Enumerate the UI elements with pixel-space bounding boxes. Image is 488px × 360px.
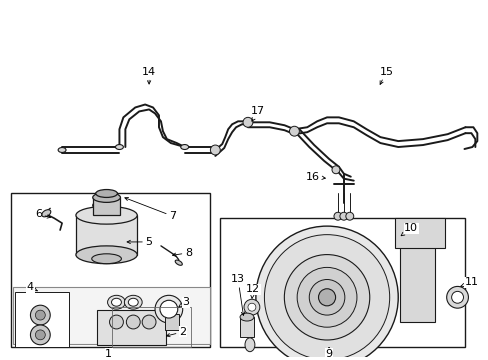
Text: 3: 3 (179, 297, 189, 307)
Ellipse shape (175, 260, 182, 265)
Circle shape (255, 226, 397, 360)
Bar (394, 218, 444, 248)
Circle shape (243, 117, 252, 127)
Circle shape (244, 299, 259, 315)
Circle shape (35, 310, 45, 320)
Circle shape (155, 295, 183, 323)
Bar (220, 218, 465, 347)
Ellipse shape (244, 338, 254, 352)
Text: 8: 8 (172, 248, 192, 258)
Bar (399, 243, 434, 322)
Text: 11: 11 (460, 278, 477, 288)
Ellipse shape (58, 148, 66, 152)
Text: 10: 10 (400, 223, 417, 236)
Circle shape (264, 235, 389, 360)
Circle shape (160, 300, 178, 318)
Text: 2: 2 (166, 327, 186, 337)
Ellipse shape (111, 298, 121, 306)
Circle shape (331, 166, 339, 174)
Text: 4: 4 (27, 282, 37, 292)
Circle shape (297, 267, 356, 327)
Bar (76, 215, 137, 255)
Ellipse shape (96, 189, 117, 197)
Bar (164, 314, 179, 330)
Bar (97, 310, 165, 345)
Circle shape (30, 305, 50, 325)
Ellipse shape (240, 313, 253, 321)
Bar (13, 287, 210, 344)
Ellipse shape (181, 145, 188, 149)
Text: 13: 13 (231, 274, 244, 315)
Circle shape (289, 126, 299, 136)
Text: 1: 1 (105, 348, 112, 359)
Text: 9: 9 (325, 348, 332, 359)
Text: 15: 15 (379, 67, 392, 84)
Circle shape (345, 212, 353, 220)
Circle shape (333, 212, 341, 220)
Circle shape (109, 315, 123, 329)
Circle shape (126, 315, 140, 329)
Circle shape (35, 330, 45, 340)
Circle shape (247, 303, 255, 311)
Text: 14: 14 (142, 67, 156, 84)
Ellipse shape (124, 295, 142, 309)
Ellipse shape (76, 206, 137, 224)
Ellipse shape (115, 145, 123, 149)
Bar (93, 197, 120, 215)
Bar (15, 292, 69, 347)
Bar (240, 317, 253, 337)
Ellipse shape (93, 193, 120, 202)
Bar (111, 307, 190, 347)
Circle shape (446, 287, 468, 308)
Circle shape (339, 212, 347, 220)
Circle shape (308, 279, 344, 315)
Bar (11, 193, 210, 347)
Ellipse shape (107, 295, 125, 309)
Circle shape (142, 315, 156, 329)
Text: 6: 6 (35, 209, 50, 219)
Text: 5: 5 (127, 237, 152, 247)
Ellipse shape (76, 246, 137, 264)
Text: 16: 16 (305, 172, 325, 182)
Ellipse shape (93, 201, 120, 210)
Text: 7: 7 (124, 197, 176, 221)
Ellipse shape (41, 210, 51, 217)
Circle shape (451, 291, 463, 303)
Ellipse shape (128, 298, 138, 306)
Text: 12: 12 (245, 284, 260, 298)
Circle shape (210, 145, 220, 155)
Circle shape (284, 255, 369, 340)
Circle shape (318, 289, 335, 306)
Text: 17: 17 (250, 107, 264, 121)
Circle shape (30, 325, 50, 345)
Ellipse shape (92, 254, 121, 264)
